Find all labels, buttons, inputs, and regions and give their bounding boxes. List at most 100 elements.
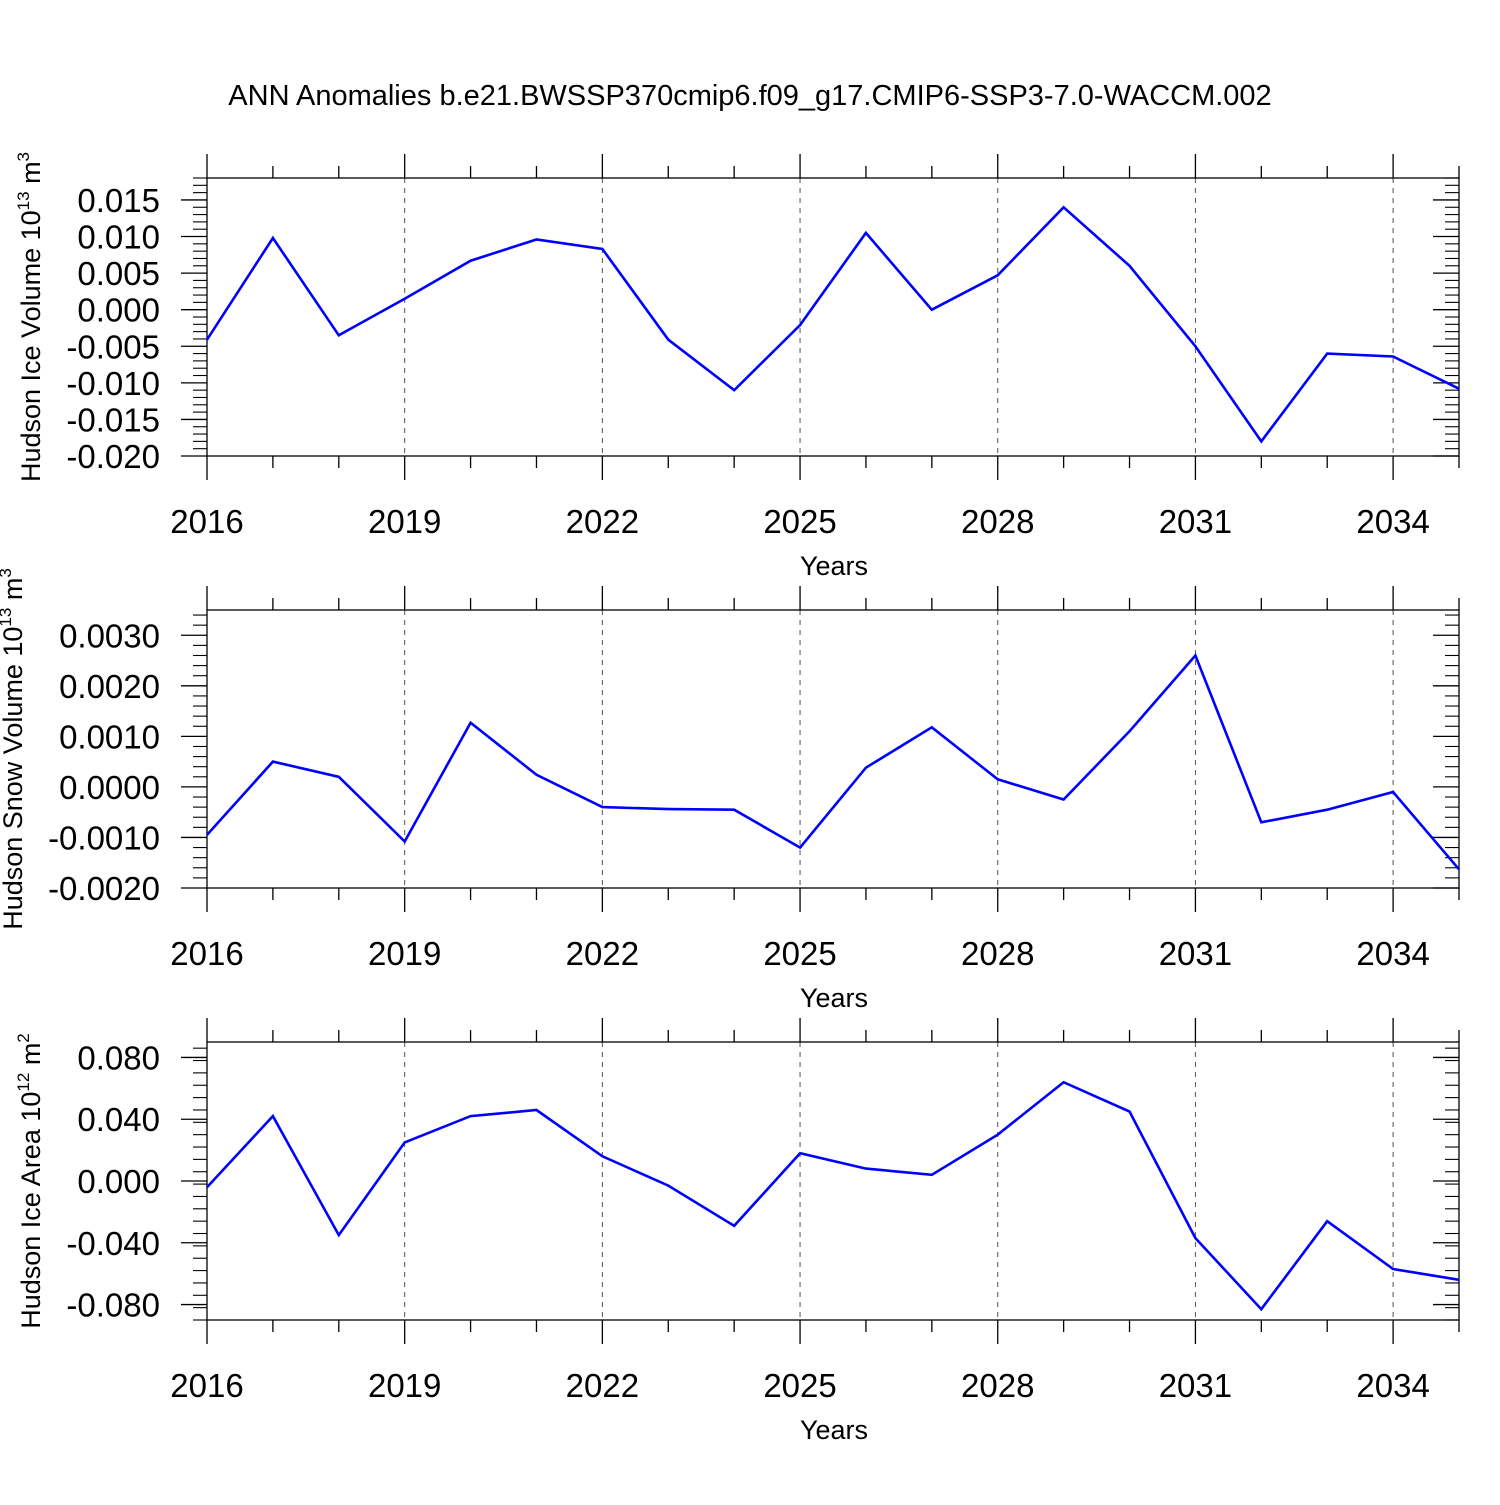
y-axis-label-exponent: 12 — [14, 1073, 33, 1092]
y-axis-label-text: Hudson Snow Volume 10 — [0, 627, 28, 930]
y-tick-label: 0.005 — [77, 255, 160, 292]
y-tick-label: 0.0020 — [59, 668, 160, 705]
panel-3: 2016 2019 2022 2025 2028 2031 2034 Years -0.080 -… — [14, 1018, 1461, 1445]
series-line — [206, 1080, 1460, 1312]
y-tick-label: -0.040 — [66, 1225, 160, 1262]
y-tick-label: 0.0030 — [59, 617, 160, 654]
x-tick-label: 2025 — [763, 1367, 836, 1404]
y-tick-label: -0.020 — [66, 438, 160, 475]
data-point — [469, 1114, 473, 1118]
plot-frame — [206, 177, 1460, 457]
data-point — [732, 388, 736, 392]
data-point — [205, 1185, 209, 1189]
data-point — [732, 1224, 736, 1228]
x-tick-label: 2016 — [170, 1367, 243, 1404]
y-axis-label-text: Hudson Ice Volume 10 — [16, 210, 46, 482]
data-point — [1457, 387, 1461, 391]
data-point — [798, 1151, 802, 1155]
data-point — [337, 1233, 341, 1237]
x-tick-label: 2016 — [170, 935, 243, 972]
data-point — [271, 236, 275, 240]
data-point — [403, 1140, 407, 1144]
y-tick-label: -0.080 — [66, 1287, 160, 1324]
y-axis-label-unit-exponent: 2 — [14, 1033, 33, 1042]
data-point — [1193, 1236, 1197, 1240]
data-point — [930, 308, 934, 312]
data-point — [600, 247, 604, 251]
y-axis-label-unit: m — [0, 578, 28, 608]
data-point — [600, 805, 604, 809]
y-axis-label: Hudson Snow Volume 1013 m3 — [0, 568, 28, 930]
y-axis-label-unit-exponent: 3 — [14, 152, 33, 161]
data-point — [1128, 1110, 1132, 1114]
data-point — [337, 333, 341, 337]
data-point — [732, 808, 736, 812]
x-tick-label: 2025 — [763, 503, 836, 540]
y-tick-label: 0.080 — [77, 1039, 160, 1076]
y-tick-label: 0.000 — [77, 1163, 160, 1200]
data-point — [534, 237, 538, 241]
data-point — [469, 721, 473, 725]
data-point — [930, 725, 934, 729]
y-axis-label-text: Hudson Ice Area 10 — [16, 1092, 46, 1329]
x-tick-label: 2031 — [1159, 503, 1232, 540]
data-point — [666, 807, 670, 811]
data-point — [1391, 355, 1395, 359]
series-line — [205, 205, 1460, 444]
y-axis-label-exponent: 13 — [14, 191, 33, 210]
x-tick-label: 2016 — [170, 503, 243, 540]
data-point — [864, 1167, 868, 1171]
data-point — [930, 1173, 934, 1177]
data-point — [1259, 820, 1263, 824]
panel-1: 2016 2019 2022 2025 2028 2031 2034Years-0.020-… — [14, 152, 1461, 581]
x-axis-label: Years — [800, 551, 868, 581]
data-point — [534, 773, 538, 777]
data-point — [996, 273, 1000, 277]
x-tick-label: 2019 — [368, 935, 441, 972]
x-tick-label: 2031 — [1159, 935, 1232, 972]
data-point — [1457, 1278, 1461, 1282]
data-point — [1325, 808, 1329, 812]
x-axis-label: Years — [800, 983, 868, 1013]
data-point — [534, 1108, 538, 1112]
data-point — [1193, 653, 1197, 657]
figure-title: ANN Anomalies b.e21.BWSSP370cmip6.f09_g1… — [228, 80, 1271, 112]
data-point — [271, 760, 275, 764]
x-tick-label: 2019 — [368, 503, 441, 540]
x-tick-label: 2034 — [1356, 935, 1429, 972]
y-axis-label: Hudson Ice Area 1012 m2 — [14, 1033, 46, 1329]
data-point — [1128, 264, 1132, 268]
x-tick-label: 2022 — [566, 935, 639, 972]
y-tick-label: -0.015 — [66, 401, 160, 438]
data-point — [205, 833, 209, 837]
x-tick-label: 2025 — [763, 935, 836, 972]
data-point — [864, 231, 868, 235]
data-point — [996, 777, 1000, 781]
y-tick-label: 0.010 — [77, 219, 160, 256]
x-tick-label: 2034 — [1356, 1367, 1429, 1404]
y-tick-label: -0.005 — [66, 328, 160, 365]
data-point — [469, 259, 473, 263]
x-tick-label: 2028 — [961, 503, 1034, 540]
y-tick-label: 0.040 — [77, 1101, 160, 1138]
data-point — [996, 1133, 1000, 1137]
data-point — [1259, 439, 1263, 443]
y-tick-label: 0.000 — [77, 292, 160, 329]
x-tick-label: 2022 — [566, 503, 639, 540]
data-point — [1391, 790, 1395, 794]
y-tick-label: -0.0010 — [48, 819, 160, 856]
data-point — [798, 323, 802, 327]
y-tick-label: 0.015 — [77, 182, 160, 219]
data-point — [1325, 352, 1329, 356]
data-point — [1259, 1307, 1263, 1311]
data-point — [666, 338, 670, 342]
data-point — [1062, 205, 1066, 209]
y-axis-label-exponent: 13 — [0, 608, 15, 627]
data-point — [798, 846, 802, 850]
data-point — [1062, 1080, 1066, 1084]
data-point — [1062, 798, 1066, 802]
y-tick-label: -0.010 — [66, 365, 160, 402]
x-tick-label: 2031 — [1159, 1367, 1232, 1404]
x-tick-label: 2022 — [566, 1367, 639, 1404]
